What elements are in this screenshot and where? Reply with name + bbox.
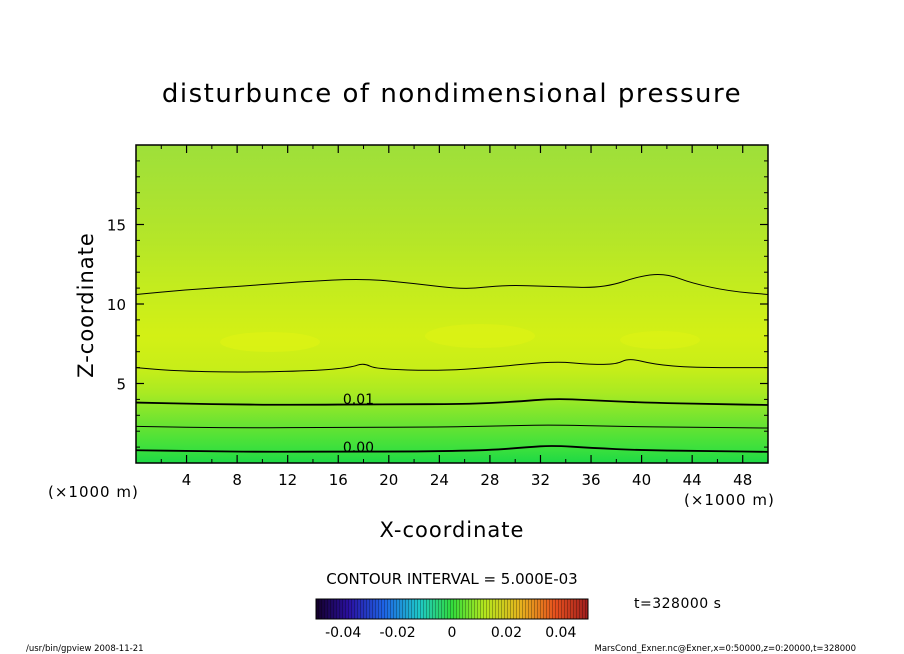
contour-line — [136, 273, 768, 295]
y-tick-label: 10 — [107, 296, 126, 314]
contour-label: 0.01 — [343, 392, 374, 408]
x-tick-label: 12 — [278, 471, 297, 489]
footer-left: /usr/bin/gpview 2008-11-21 — [26, 644, 144, 654]
x-tick-label: 36 — [581, 471, 600, 489]
field-blob — [220, 332, 320, 352]
x-axis-label: X-coordinate — [380, 518, 525, 542]
contour-line — [136, 424, 768, 429]
colorbar-tick-label: -0.02 — [379, 625, 415, 641]
x-tick-label: 24 — [430, 471, 449, 489]
pressure-field — [136, 145, 768, 463]
x-tick-label: 44 — [683, 471, 702, 489]
colorbar-tick-label: 0 — [448, 625, 457, 641]
footer-right: MarsCond_Exner.nc@Exner,x=0:50000,z=0:20… — [594, 644, 856, 654]
y-unit-label: (×1000 m) — [48, 483, 139, 501]
colorbar-tick-label: -0.04 — [325, 625, 361, 641]
x-tick-label: 28 — [480, 471, 499, 489]
contour-label: 0.00 — [343, 440, 374, 456]
x-tick-label: 48 — [733, 471, 752, 489]
x-unit-label: (×1000 m) — [684, 491, 775, 509]
x-tick-label: 20 — [379, 471, 398, 489]
x-tick-label: 40 — [632, 471, 651, 489]
contour-line — [136, 359, 768, 373]
colorbar-stripes — [316, 599, 588, 619]
contour-line — [136, 445, 768, 453]
y-tick-label: 15 — [107, 217, 126, 235]
contour-line — [136, 398, 768, 406]
y-axis-label: Z-coordinate — [74, 232, 98, 378]
contour-interval-text: CONTOUR INTERVAL = 5.000E-03 — [326, 570, 577, 588]
time-label: t=328000 s — [634, 596, 721, 612]
y-tick-label: 5 — [116, 376, 126, 394]
x-tick-label: 16 — [329, 471, 348, 489]
colorbar-tick-label: 0.04 — [545, 625, 576, 641]
x-tick-label: 4 — [182, 471, 192, 489]
chart-title: disturbunce of nondimensional pressure — [162, 79, 742, 109]
plot-area — [136, 145, 768, 463]
colorbar-frame — [315, 598, 589, 620]
x-tick-label: 8 — [232, 471, 242, 489]
colorbar-tick-label: 0.02 — [491, 625, 522, 641]
x-tick-label: 32 — [531, 471, 550, 489]
field-blob — [620, 331, 700, 349]
field-blob — [425, 324, 535, 348]
